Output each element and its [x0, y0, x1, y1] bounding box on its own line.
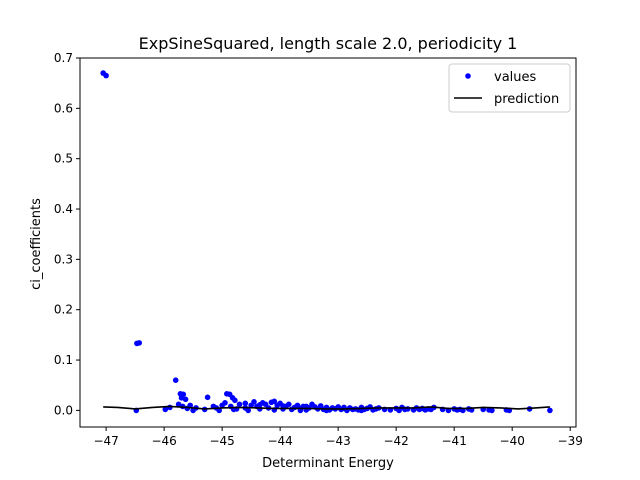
data-point [242, 400, 249, 407]
x-tick-label: −44 [267, 434, 292, 448]
data-point [245, 407, 251, 414]
data-point [232, 397, 238, 404]
y-tick-label: 0.3 [54, 252, 73, 266]
x-tick-label: −46 [151, 434, 176, 448]
x-tick-label: −45 [209, 434, 234, 448]
data-point [286, 401, 292, 408]
y-axis-label: ci_coefficients [29, 198, 44, 290]
legend-values-marker [465, 73, 471, 79]
chart-title: ExpSineSquared, length scale 2.0, period… [139, 34, 518, 53]
x-axis-label: Determinant Energy [262, 456, 394, 471]
x-tick-label: −41 [442, 434, 467, 448]
x-tick-label: −39 [558, 434, 583, 448]
data-point [103, 72, 109, 79]
data-point [182, 396, 189, 403]
x-tick-label: −40 [500, 434, 525, 448]
x-tick-label: −42 [383, 434, 408, 448]
data-point [257, 402, 263, 408]
plot-area: −47 −46 −45 −44 −43 −42 −41 −40 −39 0.0 0.1 0.2 0.3 0… [54, 51, 583, 448]
y-tick-label: 0.1 [54, 353, 73, 367]
y-tick-label: 0.6 [54, 101, 73, 115]
y-tick-label: 0.5 [54, 152, 73, 166]
data-point [172, 377, 179, 384]
data-point [271, 398, 278, 405]
x-tick-label: −47 [93, 434, 118, 448]
legend-values-label: values [494, 70, 537, 85]
data-point [251, 399, 257, 405]
data-point [222, 400, 228, 406]
data-point [216, 407, 222, 414]
legend-prediction-label: prediction [494, 92, 559, 107]
x-tick-label: −43 [325, 434, 350, 448]
data-point [204, 394, 211, 401]
y-tick-label: 0.7 [54, 51, 73, 65]
data-point [489, 407, 495, 414]
data-point [547, 407, 553, 414]
y-tick-label: 0.0 [54, 403, 73, 417]
prediction-line [103, 405, 550, 410]
y-tick-label: 0.2 [54, 303, 73, 317]
legend: values prediction [448, 63, 571, 113]
data-point [162, 406, 169, 413]
data-point [280, 403, 286, 409]
data-point [236, 401, 243, 408]
data-point [136, 340, 142, 346]
y-tick-label: 0.4 [54, 202, 73, 216]
data-point [405, 406, 411, 412]
axes-frame [79, 57, 577, 428]
legend-frame [448, 63, 571, 113]
